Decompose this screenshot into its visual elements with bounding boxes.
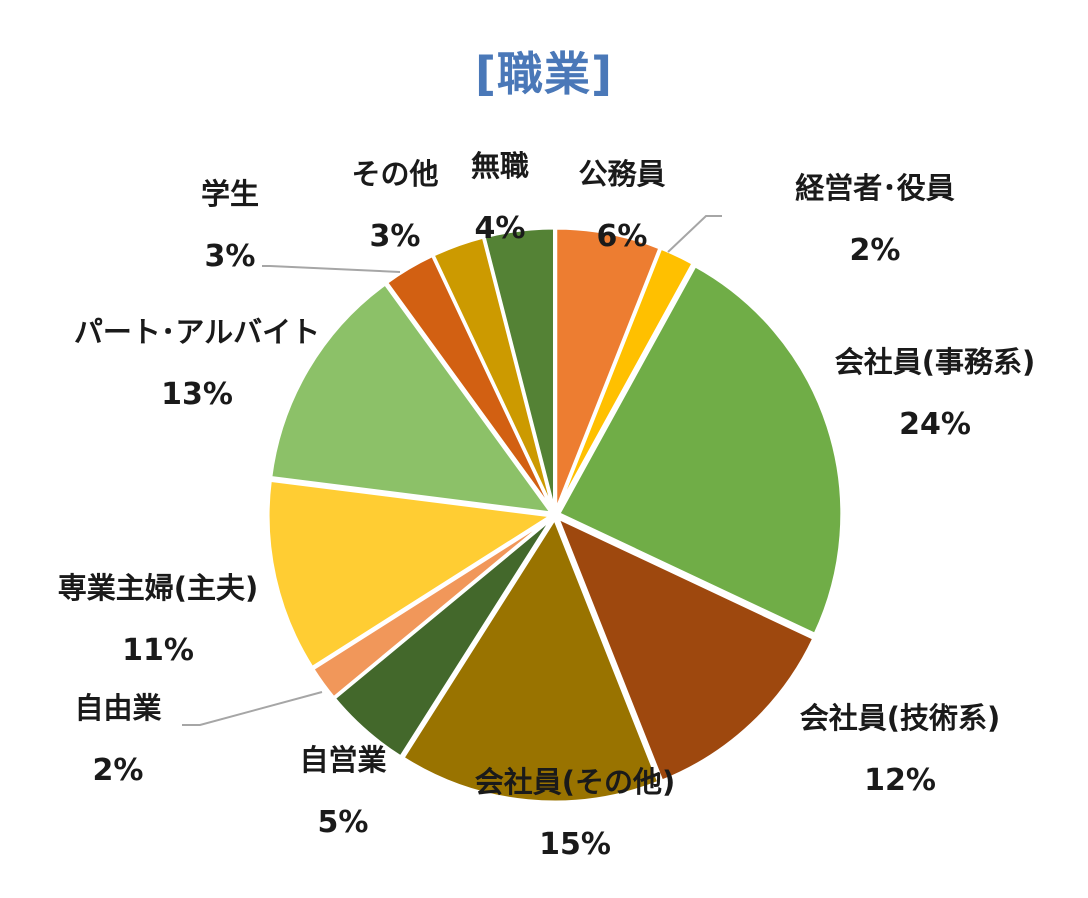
slice-percent-2: 2% — [850, 233, 901, 268]
leader-line-6 — [182, 691, 323, 726]
chart-title: [職業] — [474, 47, 614, 101]
slice-percent-11: 3% — [370, 219, 421, 254]
slice-percent-4: 12% — [864, 763, 936, 798]
leader-lines — [182, 215, 722, 726]
pie-slice-3 — [556, 263, 844, 637]
slice-label-6: 自営業 — [299, 743, 386, 777]
slice-label-1: 公務員 — [578, 157, 665, 191]
slice-label-10: 学生 — [201, 177, 259, 211]
pie-slice-12 — [482, 226, 556, 512]
pie-slice-5 — [400, 515, 661, 804]
slice-percent-5: 15% — [539, 827, 611, 862]
slice-label-12: 無職 — [471, 149, 529, 183]
slice-percent-7: 2% — [93, 753, 144, 788]
slice-label-8: 専業主婦(主夫) — [58, 571, 259, 605]
slice-label-5: 会社員(その他) — [475, 765, 676, 799]
slice-label-9: パート･アルバイト — [74, 315, 320, 349]
pie-slice-7 — [310, 516, 553, 700]
slice-percent-3: 24% — [899, 407, 971, 442]
pie-slices — [266, 226, 844, 804]
slice-label-11: その他 — [351, 157, 438, 191]
pie-slice-2 — [555, 246, 696, 513]
slice-percent-6: 5% — [318, 805, 369, 840]
leader-line-9 — [262, 265, 401, 273]
slice-labels: 公務員 6% 経営者･役員 2% 会社員(事務系) 24% 会社員(技術系) 12% 会社員(そ… — [58, 149, 1036, 862]
pie-slice-4 — [554, 514, 816, 783]
slice-label-7: 自由業 — [74, 691, 161, 725]
slice-percent-1: 6% — [597, 219, 648, 254]
slice-percent-12: 4% — [475, 211, 526, 246]
slice-label-4: 会社員(技術系) — [800, 701, 1001, 735]
pie-slice-9 — [269, 281, 555, 515]
slice-label-3: 会社員(事務系) — [835, 345, 1036, 379]
pie-slice-8 — [266, 478, 556, 670]
slice-percent-9: 13% — [161, 377, 233, 412]
leader-line-1 — [667, 215, 722, 253]
slice-percent-8: 11% — [122, 633, 194, 668]
slice-percent-10: 3% — [205, 239, 256, 274]
slice-label-2: 経営者･役員 — [795, 171, 955, 205]
